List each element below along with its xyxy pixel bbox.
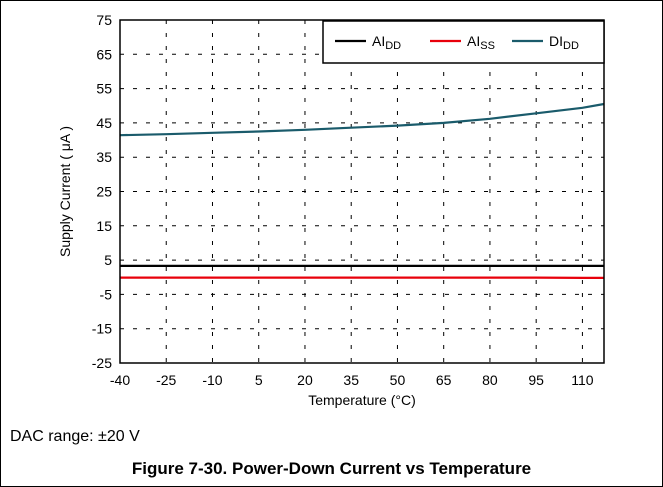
legend: AIDD AISS DIDD xyxy=(322,20,605,64)
x-tick-label: 65 xyxy=(436,372,452,388)
y-tick-label: 45 xyxy=(96,115,112,131)
y-tick-label: 75 xyxy=(96,12,112,28)
plot-area-border xyxy=(119,19,605,364)
y-tick-label: 5 xyxy=(104,252,112,268)
figure-caption: Figure 7-30. Power-Down Current vs Tempe… xyxy=(131,459,532,478)
y-tick-label: -15 xyxy=(92,321,112,337)
y-axis-ticks: 75 65 55 45 35 25 15 5 -5 -15 -25 xyxy=(92,12,112,371)
x-tick-label: 35 xyxy=(343,372,359,388)
x-tick-label: -10 xyxy=(202,372,222,388)
y-tick-label: -5 xyxy=(100,286,113,302)
x-tick-label: 50 xyxy=(390,372,406,388)
y-tick-label: -25 xyxy=(92,355,112,371)
x-tick-label: 80 xyxy=(482,372,498,388)
x-tick-label: 5 xyxy=(255,372,263,388)
series-layer xyxy=(119,102,605,279)
y-tick-label: 35 xyxy=(96,149,112,165)
legend-label: AISS xyxy=(467,33,495,52)
x-axis-title: Temperature (°C) xyxy=(308,392,416,408)
x-tick-label: 110 xyxy=(571,372,594,388)
y-axis-title: Supply Current ( μA ) xyxy=(57,126,73,257)
x-tick-label: 20 xyxy=(297,372,313,388)
y-tick-label: 25 xyxy=(96,184,112,200)
y-tick-label: 55 xyxy=(96,81,112,97)
x-tick-label: -40 xyxy=(110,372,130,388)
legend-box xyxy=(322,20,605,64)
y-tick-label: 15 xyxy=(96,218,112,234)
y-tick-label: 65 xyxy=(96,46,112,62)
x-tick-label: 95 xyxy=(528,372,544,388)
series-line-didd xyxy=(119,102,605,137)
grid-lines xyxy=(120,20,604,363)
x-tick-label: -25 xyxy=(156,372,176,388)
chart-svg: -40 -25 -10 5 20 35 50 65 80 95 110 75655545352515… xyxy=(57,12,605,408)
dac-range-note: DAC range: ±20 V xyxy=(10,428,140,445)
x-axis-ticks: -40 -25 -10 5 20 35 50 65 80 95 110 xyxy=(110,372,594,388)
